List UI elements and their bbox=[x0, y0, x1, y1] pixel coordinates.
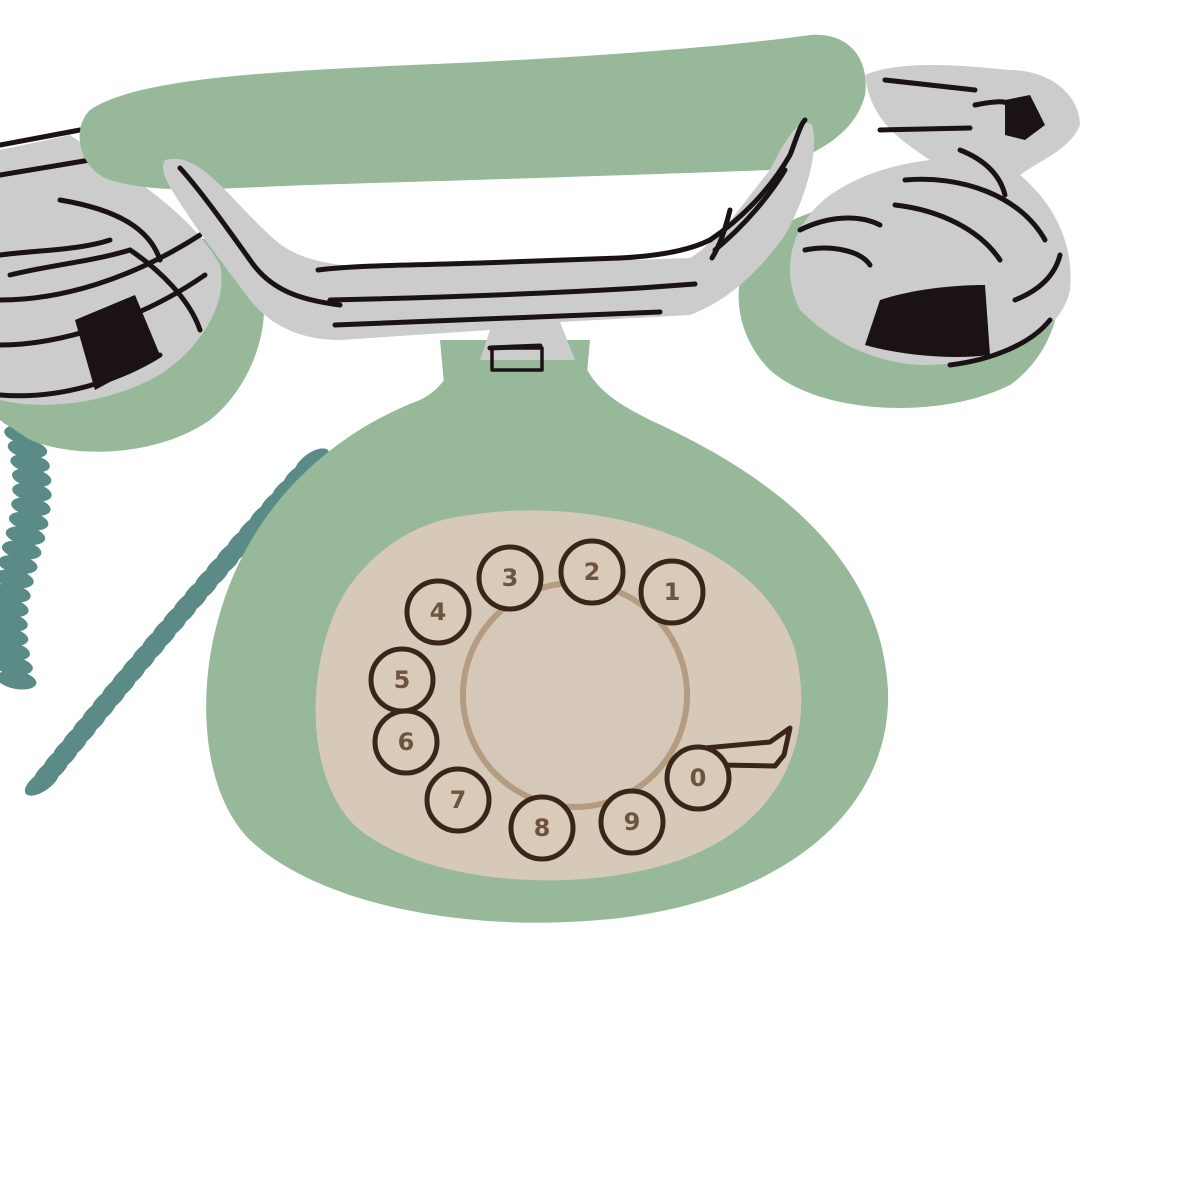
finger-hole-4: 4 bbox=[407, 581, 469, 643]
dial-digit-4: 4 bbox=[430, 598, 447, 626]
dial-digit-5: 5 bbox=[394, 666, 411, 694]
dial-digit-7: 7 bbox=[450, 786, 467, 814]
handset-grip bbox=[80, 35, 866, 189]
dial-digit-9: 9 bbox=[624, 808, 641, 836]
finger-hole-0: 0 bbox=[667, 747, 729, 809]
finger-hole-9: 9 bbox=[601, 791, 663, 853]
finger-hole-3: 3 bbox=[479, 547, 541, 609]
cord-coil bbox=[0, 668, 38, 693]
finger-hole-8: 8 bbox=[511, 797, 573, 859]
dial-digit-0: 0 bbox=[690, 764, 707, 792]
finger-hole-1: 1 bbox=[641, 561, 703, 623]
dial-digit-8: 8 bbox=[534, 814, 551, 842]
finger-hole-7: 7 bbox=[427, 769, 489, 831]
finger-hole-6: 6 bbox=[375, 711, 437, 773]
dial-digit-3: 3 bbox=[502, 564, 519, 592]
dial-digit-2: 2 bbox=[584, 558, 601, 586]
dial-digit-6: 6 bbox=[398, 728, 415, 756]
finger-hole-5: 5 bbox=[371, 649, 433, 711]
rotary-dial: 1 2 3 4 5 6 7 8 9 0 bbox=[316, 510, 802, 880]
finger-hole-2: 2 bbox=[561, 541, 623, 603]
dial-digit-1: 1 bbox=[664, 578, 681, 606]
